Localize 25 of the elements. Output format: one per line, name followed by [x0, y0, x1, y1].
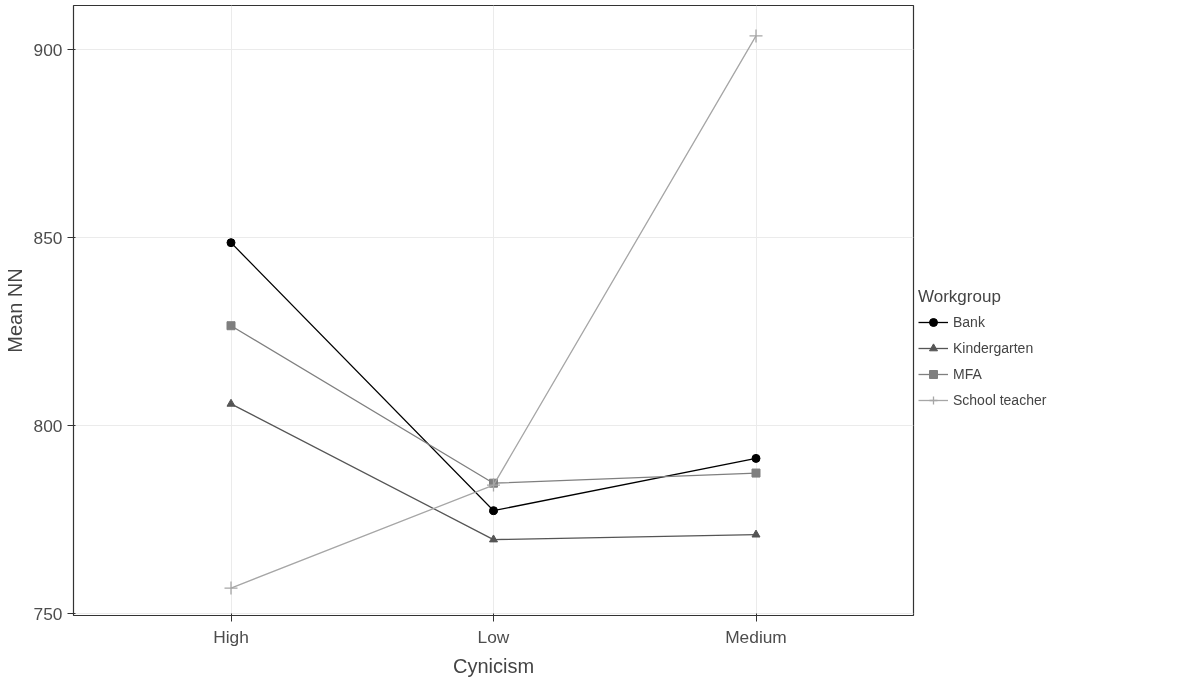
point — [748, 28, 764, 44]
x-tick-label: Low — [477, 626, 510, 647]
y-tick-label: 750 — [33, 603, 63, 624]
y-axis-title: Mean NN — [3, 268, 26, 353]
x-tick-label: High — [213, 626, 249, 647]
point — [751, 453, 761, 463]
point — [226, 398, 236, 407]
point — [226, 321, 236, 331]
y-tick-label: 900 — [33, 39, 63, 60]
point — [751, 468, 761, 478]
x-tick-label: Medium — [725, 626, 787, 647]
point — [223, 580, 239, 596]
point — [489, 534, 498, 543]
point — [486, 477, 501, 493]
point — [489, 506, 498, 516]
y-tick-label: 800 — [33, 415, 63, 436]
point — [226, 238, 236, 248]
legend-label: School teacher — [953, 392, 1047, 408]
x-axis-title: Cynicism — [452, 654, 535, 677]
legend-label: Bank — [953, 314, 985, 330]
legend-title: Workgroup — [918, 287, 1002, 307]
point — [751, 529, 761, 538]
legend-label: MFA — [953, 366, 982, 382]
legend-label: Kindergarten — [953, 340, 1034, 356]
y-tick-label: 850 — [33, 227, 63, 248]
